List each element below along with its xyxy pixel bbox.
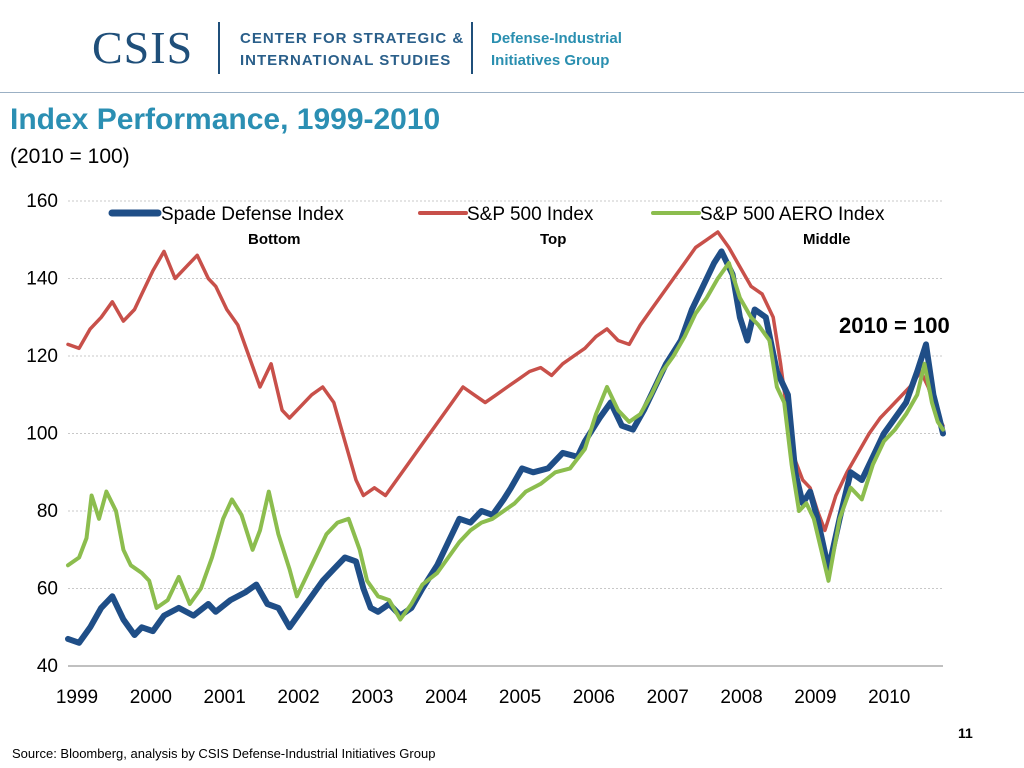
y-tick-label-100: 100 xyxy=(26,424,58,445)
legend-label-0: Spade Defense Index xyxy=(161,204,344,225)
x-tick-label-2010: 2010 xyxy=(868,687,910,708)
x-tick-label-2008: 2008 xyxy=(720,687,762,708)
x-tick-label-2007: 2007 xyxy=(647,687,689,708)
organization-name: CENTER FOR STRATEGIC & INTERNATIONAL STU… xyxy=(240,28,464,72)
header-rule xyxy=(0,92,1024,93)
legend-note-1: Top xyxy=(540,231,566,248)
page-number: 11 xyxy=(958,725,973,741)
x-tick-label-2004: 2004 xyxy=(425,687,468,708)
organization-name-line-1: CENTER FOR STRATEGIC & xyxy=(240,30,465,47)
organization-name-line-2: INTERNATIONAL STUDIES xyxy=(240,52,452,69)
group-name-line-2: Initiatives Group xyxy=(491,52,610,69)
y-tick-label-160: 160 xyxy=(26,191,58,212)
x-tick-label-2001: 2001 xyxy=(204,687,246,708)
slide-title: Index Performance, 1999-2010 xyxy=(10,103,441,136)
group-name-line-1: Defense-Industrial xyxy=(491,30,622,47)
index-performance-chart: 40 60 80 100 120 140 160 1999 2000 2001 2002 2003 20… xyxy=(26,191,946,708)
header-divider-right xyxy=(471,22,473,74)
header-divider-left xyxy=(218,22,220,74)
y-tick-label-120: 120 xyxy=(26,346,58,367)
legend-label-2: S&P 500 AERO Index xyxy=(700,204,885,225)
chart-callout: 2010 = 100 xyxy=(839,313,950,338)
series-line-2 xyxy=(66,261,945,622)
y-tick-label-140: 140 xyxy=(26,269,58,290)
series-line-1 xyxy=(66,230,945,533)
slide-subtitle: (2010 = 100) xyxy=(10,145,130,168)
x-tick-label-2005: 2005 xyxy=(499,687,541,708)
legend-note-0: Bottom xyxy=(248,231,301,248)
x-tick-label-2006: 2006 xyxy=(573,687,615,708)
y-tick-label-40: 40 xyxy=(37,656,58,677)
x-tick-label-1999: 1999 xyxy=(56,687,98,708)
x-tick-label-2002: 2002 xyxy=(277,687,319,708)
x-tick-label-2003: 2003 xyxy=(351,687,393,708)
slide-header: CSIS CENTER FOR STRATEGIC & INTERNATIONA… xyxy=(0,0,1024,92)
legend-note-2: Middle xyxy=(803,231,851,248)
x-tick-label-2000: 2000 xyxy=(130,687,172,708)
series-line-0 xyxy=(65,248,946,646)
x-tick-label-2009: 2009 xyxy=(794,687,836,708)
group-name: Defense-Industrial Initiatives Group xyxy=(491,28,622,72)
y-tick-label-60: 60 xyxy=(37,579,58,600)
source-note: Source: Bloomberg, analysis by CSIS Defe… xyxy=(12,746,436,761)
y-tick-label-80: 80 xyxy=(37,501,58,522)
legend-label-1: S&P 500 Index xyxy=(467,204,594,225)
csis-logo: CSIS xyxy=(92,22,194,73)
